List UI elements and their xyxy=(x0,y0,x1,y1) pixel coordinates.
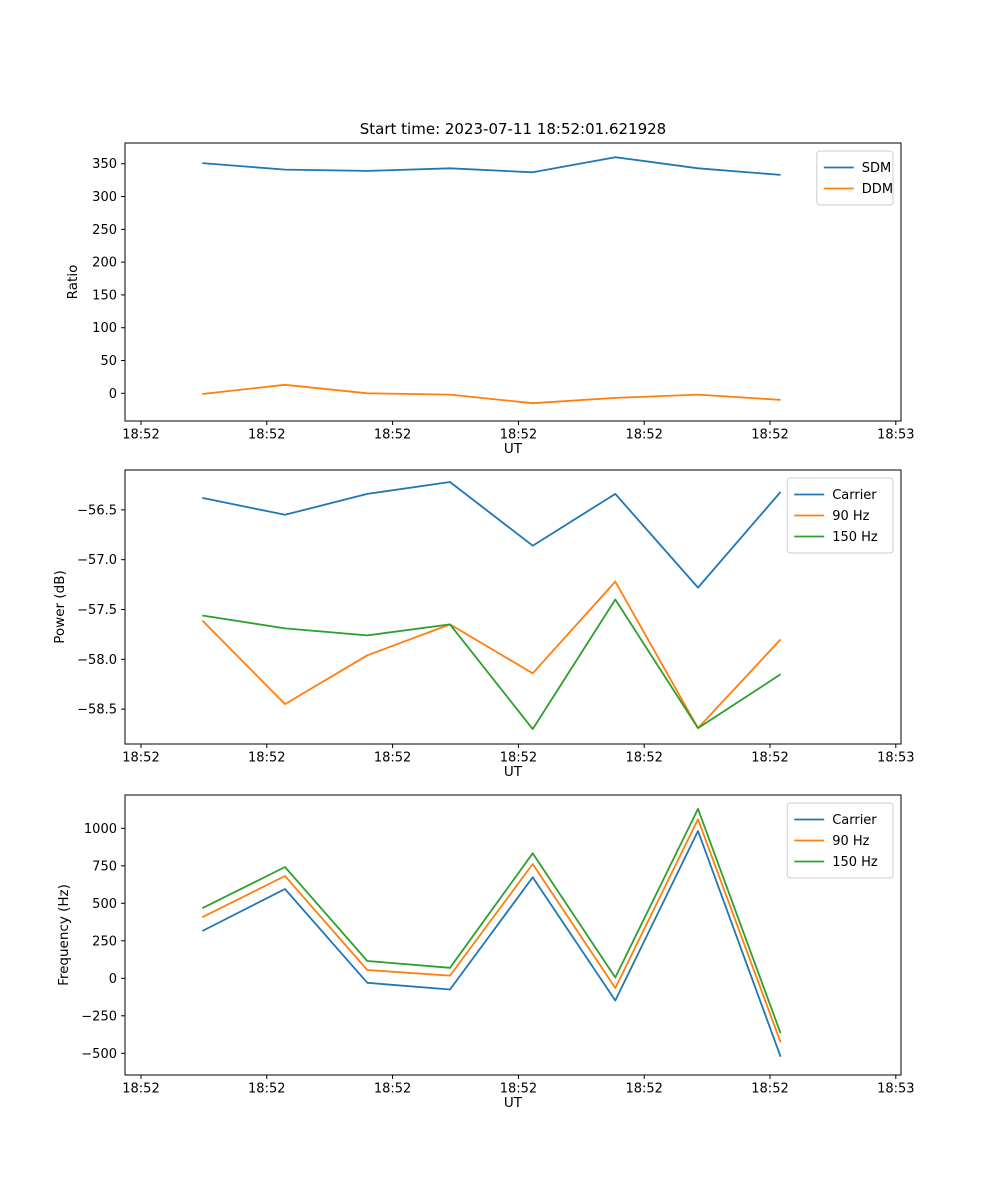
subplot-0: 18:52 18:52 18:52 18:52 18:52 18:52 18:53 0 50 10… xyxy=(92,142,915,443)
legend-box xyxy=(786,802,894,879)
x-axis-label-ut-2: UT xyxy=(503,764,523,780)
x-tick-label: 18:52 xyxy=(248,428,285,443)
y-tick-label: 200 xyxy=(92,256,117,271)
y-tick-label: 250 xyxy=(92,223,117,238)
y-tick-label: 1000 xyxy=(84,822,117,837)
y-tick-label: 0 xyxy=(109,387,117,402)
x-tick-label: 18:52 xyxy=(500,428,537,443)
x-tick-label: 18:52 xyxy=(751,1082,788,1097)
figure-title: Start time: 2023-07-11 18:52:01.621928 xyxy=(359,120,667,138)
y-tick-label: 100 xyxy=(92,321,117,336)
y-tick-label: 50 xyxy=(100,354,117,369)
legend-label: Carrier xyxy=(832,488,877,503)
legend-label: 150 Hz xyxy=(832,530,878,545)
x-axis-label-ut-3: UT xyxy=(503,1095,523,1111)
y-tick-label: 150 xyxy=(92,288,117,303)
legend-label: DDM xyxy=(862,182,893,197)
y-tick-label: −56.5 xyxy=(77,503,117,518)
y-tick-label: 500 xyxy=(92,897,117,912)
x-tick-label: 18:52 xyxy=(248,751,285,766)
series-line-90-hz xyxy=(201,580,782,729)
series-line-carrier xyxy=(201,830,782,1058)
legend-label: 90 Hz xyxy=(832,834,869,849)
x-axis-label-ut-1: UT xyxy=(503,441,523,457)
x-tick-label: 18:52 xyxy=(122,751,159,766)
series-line-90-hz xyxy=(201,818,782,1043)
y-tick-label: 350 xyxy=(92,157,117,172)
x-tick-label: 18:52 xyxy=(248,1082,285,1097)
x-tick-label: 18:52 xyxy=(122,1082,159,1097)
series-line-150-hz xyxy=(202,598,782,730)
x-tick-label: 18:52 xyxy=(751,428,788,443)
x-tick-label: 18:53 xyxy=(877,751,914,766)
series-line-carrier xyxy=(202,481,782,589)
y-tick-label: −500 xyxy=(81,1047,117,1062)
legend-box xyxy=(816,150,894,206)
x-tick-label: 18:52 xyxy=(751,751,788,766)
x-tick-label: 18:52 xyxy=(374,1082,411,1097)
series-line-150-hz xyxy=(201,808,782,1034)
y-tick-label: −57.0 xyxy=(77,553,117,568)
y-axis-label-power: Power (dB) xyxy=(52,570,68,644)
x-tick-label: 18:52 xyxy=(625,751,662,766)
legend-label: 150 Hz xyxy=(832,855,878,870)
x-tick-label: 18:53 xyxy=(877,428,914,443)
plot-border xyxy=(124,794,902,1076)
y-tick-label: −58.0 xyxy=(77,653,117,668)
legend: Carrier 90 Hz 150 Hz xyxy=(786,802,894,879)
subplot-1: 18:52 18:52 18:52 18:52 18:52 18:52 18:53 −56.5… xyxy=(77,469,915,766)
y-tick-label: −58.5 xyxy=(77,703,117,718)
x-tick-label: 18:52 xyxy=(625,1082,662,1097)
legend-label: SDM xyxy=(862,161,891,176)
legend-label: Carrier xyxy=(832,813,877,828)
y-tick-label: −250 xyxy=(81,1009,117,1024)
legend: SDM DDM xyxy=(816,150,894,206)
subplot-2: 18:52 18:52 18:52 18:52 18:52 18:52 18:53 1000 7… xyxy=(81,794,915,1097)
y-tick-label: 250 xyxy=(92,934,117,949)
y-tick-label: 0 xyxy=(109,972,117,987)
x-tick-label: 18:53 xyxy=(877,1082,914,1097)
plot-border xyxy=(124,142,902,422)
series-line-ddm xyxy=(202,383,781,405)
series-line-sdm xyxy=(202,156,781,176)
y-axis-label-frequency: Frequency (Hz) xyxy=(56,884,72,986)
y-axis-label-ratio: Ratio xyxy=(65,264,81,300)
plot-border xyxy=(124,469,902,745)
y-tick-label: −57.5 xyxy=(77,603,117,618)
y-tick-label: 750 xyxy=(92,859,117,874)
legend: Carrier 90 Hz 150 Hz xyxy=(786,477,894,554)
x-tick-label: 18:52 xyxy=(374,428,411,443)
x-tick-label: 18:52 xyxy=(500,751,537,766)
x-tick-label: 18:52 xyxy=(625,428,662,443)
x-tick-label: 18:52 xyxy=(122,428,159,443)
legend-box xyxy=(786,477,894,554)
y-tick-label: 300 xyxy=(92,190,117,205)
x-tick-label: 18:52 xyxy=(500,1082,537,1097)
legend-label: 90 Hz xyxy=(832,509,869,524)
x-tick-label: 18:52 xyxy=(374,751,411,766)
